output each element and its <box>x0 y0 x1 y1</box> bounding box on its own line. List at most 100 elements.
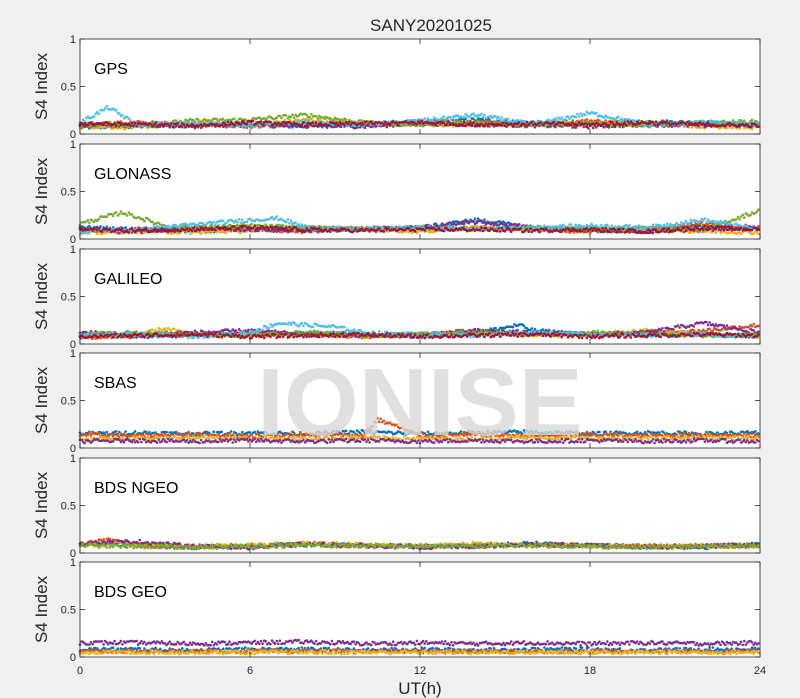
data-point <box>388 123 392 126</box>
data-point <box>118 212 121 216</box>
data-point <box>220 123 223 127</box>
data-point <box>445 123 449 127</box>
data-point <box>472 121 475 125</box>
data-point <box>146 126 149 130</box>
data-point <box>481 118 485 121</box>
y-tick-label: 1 <box>70 34 76 46</box>
data-point <box>121 114 124 117</box>
data-point <box>517 223 521 226</box>
data-point <box>617 115 620 119</box>
data-point <box>415 122 419 126</box>
data-point <box>417 118 420 121</box>
data-point <box>480 219 483 222</box>
chart-title: SANY20201025 <box>370 16 492 35</box>
data-point <box>480 112 483 116</box>
data-point <box>574 116 578 119</box>
data-point <box>624 123 628 127</box>
data-point <box>140 231 143 235</box>
data-point <box>289 115 293 119</box>
data-point <box>124 127 127 131</box>
data-point <box>305 113 309 117</box>
data-point <box>698 126 702 130</box>
data-point <box>336 123 340 127</box>
data-point <box>447 120 450 123</box>
data-point <box>524 123 527 127</box>
data-point <box>215 117 219 121</box>
data-point <box>277 121 280 125</box>
data-point <box>89 125 93 128</box>
data-point <box>256 229 260 233</box>
data-point <box>119 126 123 130</box>
data-point <box>684 123 688 126</box>
data-point <box>595 111 598 115</box>
data-point <box>319 121 323 125</box>
data-point <box>513 222 516 226</box>
data-point <box>488 118 491 121</box>
data-point <box>135 125 138 128</box>
data-point <box>472 112 475 115</box>
data-point <box>506 117 510 121</box>
data-point <box>448 115 452 119</box>
data-point <box>102 123 105 127</box>
data-point <box>750 118 754 122</box>
data-point <box>105 215 109 218</box>
data-point <box>525 120 529 124</box>
data-point <box>517 121 521 124</box>
data-point <box>105 225 109 229</box>
data-point <box>406 123 409 127</box>
panel-label: GPS <box>94 61 128 78</box>
data-point <box>500 124 504 127</box>
data-point <box>114 109 118 112</box>
data-point <box>103 107 107 110</box>
data-point <box>291 113 294 117</box>
data-point <box>154 121 157 125</box>
data-point <box>585 118 589 121</box>
data-point <box>316 117 320 120</box>
data-point <box>662 124 666 127</box>
data-point <box>613 123 617 127</box>
data-point <box>754 123 757 126</box>
data-point <box>114 211 118 214</box>
data-point <box>607 123 611 127</box>
data-point <box>420 119 423 123</box>
data-point <box>464 124 467 128</box>
data-point <box>259 120 263 123</box>
data-point <box>736 125 740 128</box>
data-point <box>327 124 331 127</box>
data-point <box>143 219 146 223</box>
data-point <box>107 125 110 128</box>
data-point <box>88 221 91 225</box>
data-point <box>634 123 637 126</box>
data-point <box>250 222 253 226</box>
data-point <box>472 117 475 121</box>
data-point <box>143 231 146 235</box>
data-point <box>585 124 589 128</box>
data-point <box>470 123 474 127</box>
data-point <box>278 114 282 118</box>
data-point <box>199 126 203 130</box>
data-point <box>442 115 445 118</box>
data-point <box>292 116 296 119</box>
data-point <box>401 231 405 234</box>
data-point <box>130 213 134 216</box>
data-point <box>250 124 253 128</box>
data-point <box>500 116 504 119</box>
data-point <box>503 118 507 121</box>
data-point <box>560 116 563 119</box>
data-point <box>310 112 313 116</box>
data-point <box>105 231 109 235</box>
data-point <box>170 122 173 125</box>
data-point <box>552 120 556 124</box>
data-point <box>97 126 101 130</box>
data-point <box>483 218 486 221</box>
data-point <box>111 214 115 217</box>
data-point <box>283 118 286 122</box>
data-point <box>314 121 318 124</box>
data-point <box>86 123 90 127</box>
data-point <box>503 124 507 127</box>
data-point <box>228 123 231 127</box>
data-point <box>86 218 90 222</box>
data-point <box>308 115 312 119</box>
data-point <box>691 126 694 129</box>
